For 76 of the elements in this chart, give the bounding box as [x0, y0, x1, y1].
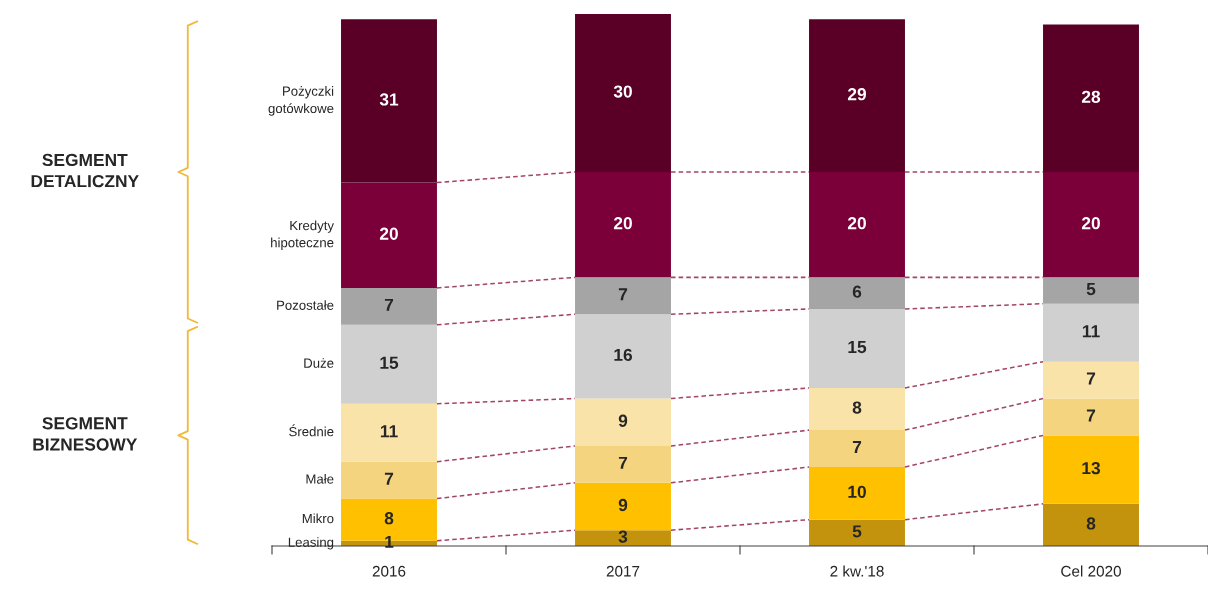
data-label: 7 — [384, 472, 394, 485]
data-label: 3 — [618, 530, 628, 543]
data-label: 7 — [618, 288, 628, 301]
data-label: 20 — [379, 227, 398, 240]
data-label: 9 — [618, 414, 628, 427]
bar — [575, 445, 671, 483]
bar — [1043, 503, 1139, 546]
bar — [809, 466, 905, 520]
data-label: 11 — [380, 425, 398, 438]
data-label: 6 — [852, 285, 862, 298]
bar — [575, 277, 671, 315]
data-label: 29 — [847, 88, 867, 101]
bar — [575, 530, 671, 546]
bar — [809, 519, 905, 546]
data-label: 8 — [852, 401, 862, 414]
data-label: 30 — [613, 85, 632, 98]
bar — [809, 172, 905, 278]
x-tick-label: 2017 — [606, 565, 640, 577]
data-label: 20 — [847, 217, 866, 230]
bar — [809, 430, 905, 467]
bar — [1043, 172, 1139, 278]
bar — [341, 19, 437, 183]
data-label: 7 — [384, 298, 394, 311]
bar — [575, 398, 671, 446]
bar — [809, 308, 905, 388]
data-label: 10 — [848, 485, 866, 498]
bar — [1043, 277, 1139, 304]
series-label: Małe — [306, 474, 334, 484]
data-label: 28 — [1081, 90, 1101, 103]
data-label: 11 — [1082, 325, 1100, 338]
series-label: Leasing — [288, 537, 334, 550]
x-tick-label: 2 kw.'18 — [830, 565, 884, 577]
bar — [575, 14, 671, 173]
data-label: 20 — [613, 217, 632, 230]
bar — [341, 461, 437, 499]
data-label: 8 — [384, 512, 394, 525]
data-label: 7 — [618, 456, 628, 469]
series-label: Duże — [304, 358, 334, 368]
data-label: 16 — [614, 348, 633, 362]
bar — [341, 403, 437, 462]
bar — [575, 482, 671, 531]
bar — [1043, 361, 1139, 399]
bar — [575, 314, 671, 399]
bar — [341, 287, 437, 325]
bar — [1043, 24, 1139, 173]
x-tick-label: 2016 — [372, 565, 406, 577]
bar — [575, 172, 671, 278]
data-label: 9 — [618, 498, 628, 512]
text: SEGMENT DETALICZNY — [31, 153, 139, 188]
bar — [1043, 303, 1139, 362]
bar — [341, 324, 437, 404]
bar — [809, 277, 905, 309]
data-label: 1 — [385, 535, 394, 548]
data-label: 20 — [1081, 217, 1100, 230]
data-label: 8 — [1086, 517, 1096, 530]
series-label: Średnie — [289, 424, 334, 437]
series-label: Pożyczki gotówkowe — [268, 86, 334, 116]
data-label: 7 — [852, 441, 862, 454]
series-label: Mikro — [302, 513, 334, 524]
data-label: 31 — [379, 93, 399, 106]
series-label: Pozostałe — [277, 300, 334, 310]
bar — [341, 182, 437, 288]
data-label: 5 — [1086, 283, 1096, 296]
data-label: 15 — [380, 356, 399, 369]
bar — [1043, 435, 1139, 504]
data-label: 5 — [852, 525, 862, 538]
data-label: 7 — [1086, 372, 1096, 385]
series-label: Kredyty hipoteczne — [271, 220, 334, 250]
data-label: 13 — [1082, 461, 1101, 475]
bar — [809, 387, 905, 431]
x-tick-label: Cel 2020 — [1061, 565, 1121, 577]
bar — [809, 19, 905, 173]
bar — [1043, 398, 1139, 436]
data-label: 15 — [848, 341, 867, 354]
data-label: 7 — [1086, 409, 1096, 422]
text: SEGMENT BIZNESOWY — [33, 417, 138, 451]
